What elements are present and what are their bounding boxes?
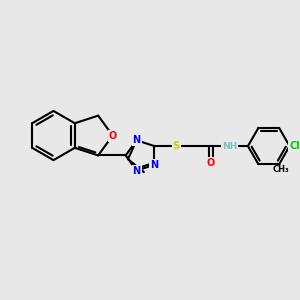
Text: N: N [133,135,141,145]
Text: N: N [150,160,158,170]
Text: Cl: Cl [290,141,300,151]
Text: N: N [133,166,141,176]
Text: S: S [172,141,180,151]
Text: NH: NH [222,142,237,151]
Text: CH₃: CH₃ [272,165,289,174]
Text: O: O [207,158,215,168]
Text: O: O [109,130,117,140]
